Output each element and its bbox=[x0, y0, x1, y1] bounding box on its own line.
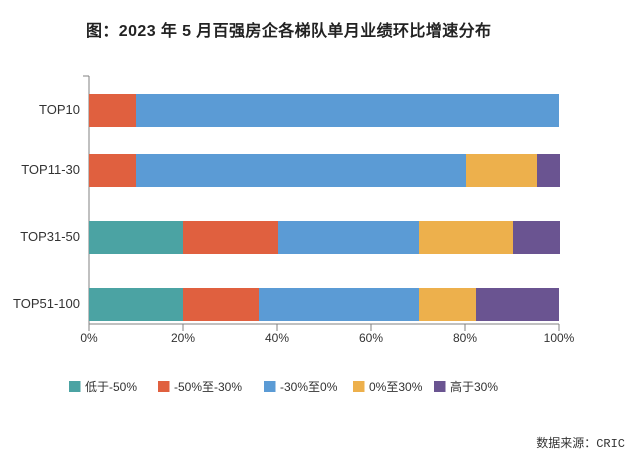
svg-text:-30%至0%: -30%至0% bbox=[280, 380, 338, 394]
svg-text:低于-50%: 低于-50% bbox=[85, 380, 137, 394]
svg-text:TOP10: TOP10 bbox=[39, 102, 80, 117]
svg-text:80%: 80% bbox=[453, 331, 477, 345]
svg-text:TOP11-30: TOP11-30 bbox=[21, 162, 80, 177]
svg-text:TOP31-50: TOP31-50 bbox=[20, 229, 80, 244]
svg-text:TOP51-100: TOP51-100 bbox=[13, 296, 80, 311]
svg-text:60%: 60% bbox=[359, 331, 383, 345]
svg-text:40%: 40% bbox=[265, 331, 289, 345]
svg-text:0%至30%: 0%至30% bbox=[369, 380, 423, 394]
svg-text:0%: 0% bbox=[80, 331, 98, 345]
svg-text:数据来源：CRIC: 数据来源：CRIC bbox=[536, 435, 625, 451]
svg-text:-50%至-30%: -50%至-30% bbox=[174, 380, 242, 394]
svg-text:高于30%: 高于30% bbox=[450, 379, 498, 394]
svg-text:100%: 100% bbox=[544, 331, 575, 345]
svg-text:20%: 20% bbox=[171, 331, 195, 345]
